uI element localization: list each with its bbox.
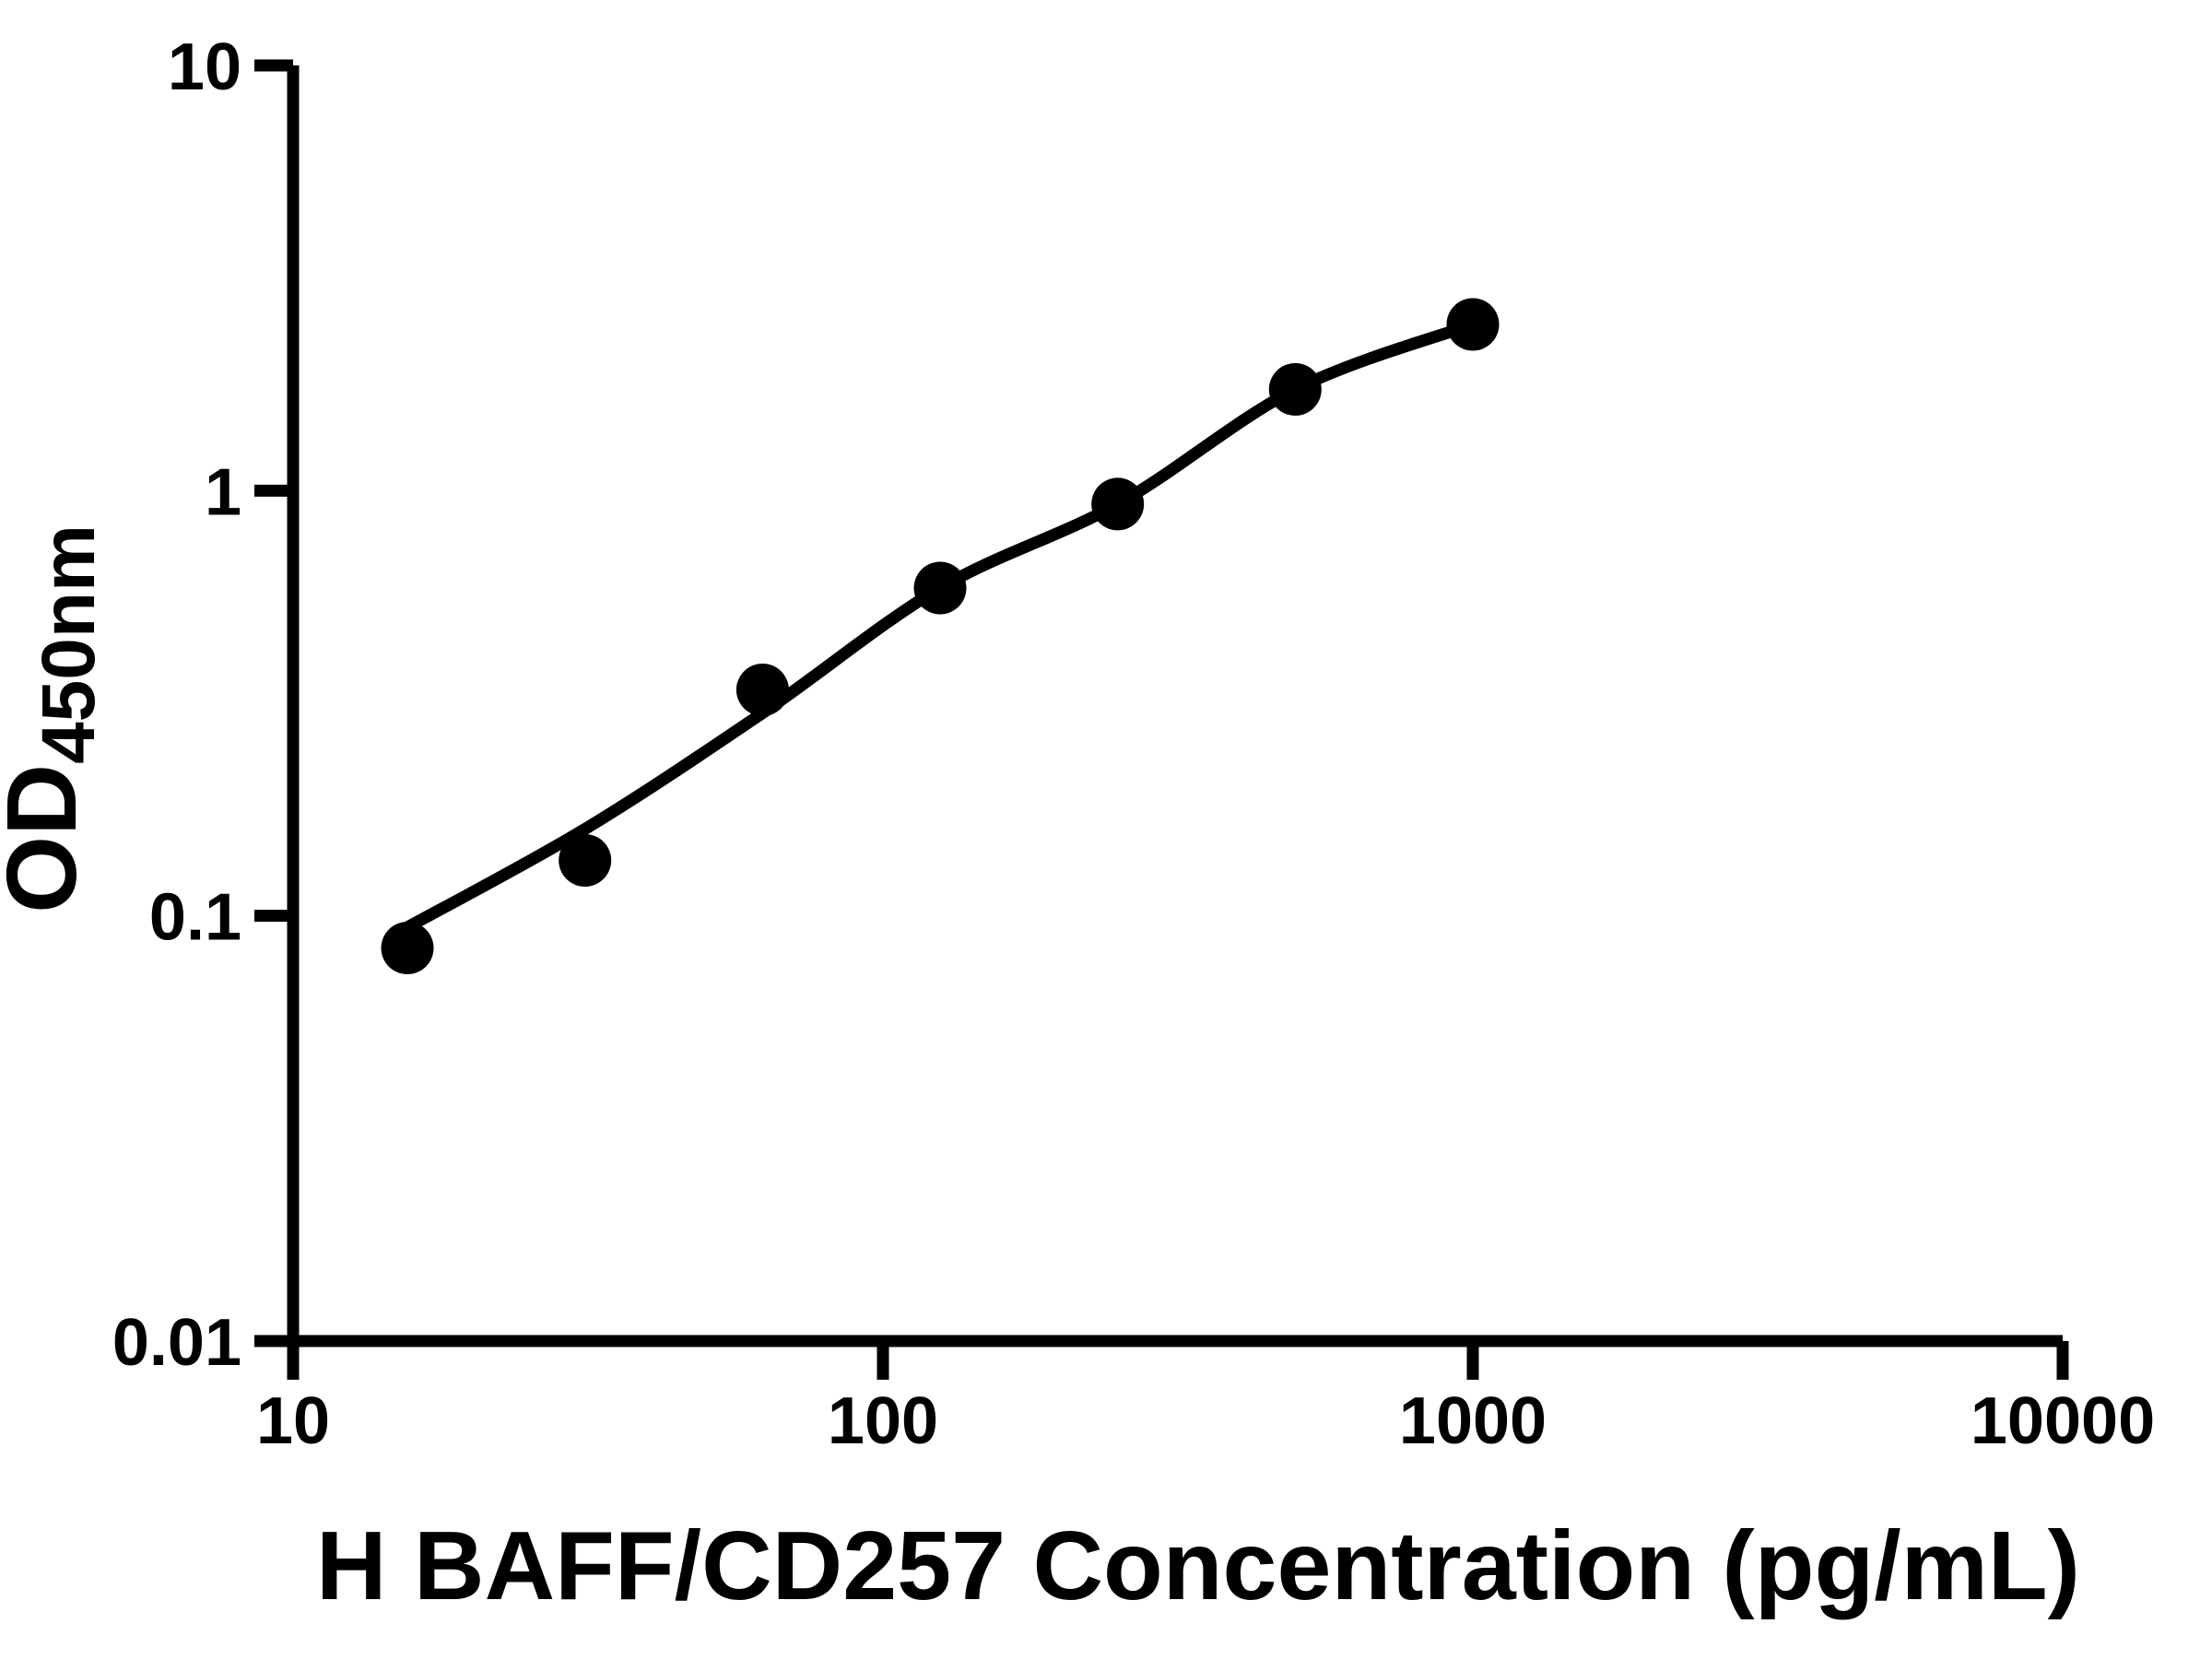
x-tick-label: 10 (256, 1384, 330, 1458)
y-axis-title: OD450nm (0, 524, 111, 913)
series-layer (381, 298, 1500, 975)
x-axis-title: H BAFF/CD257 Concentration (pg/mL) (316, 1512, 2080, 1620)
y-tick-label: 1 (205, 455, 241, 529)
y-tick-label: 10 (168, 30, 241, 104)
y-axis-title-main: OD (0, 764, 97, 913)
y-axis-title-subscript: 450nm (27, 524, 111, 764)
data-point (381, 922, 434, 975)
y-tick-label: 0.01 (112, 1306, 241, 1380)
fit-curve-line (401, 318, 1479, 934)
axis-spines (287, 65, 2063, 1347)
x-tick-label: 100 (828, 1384, 938, 1458)
data-point (1091, 477, 1145, 531)
data-point (1268, 363, 1322, 416)
data-point (913, 561, 967, 615)
data-point (1446, 298, 1500, 351)
y-tick-label: 0.1 (149, 881, 241, 955)
axes-layer (254, 59, 2069, 1380)
data-point (735, 664, 789, 716)
x-tick-label: 10000 (1971, 1384, 2155, 1458)
x-tick-label: 1000 (1399, 1384, 1547, 1458)
data-point (559, 834, 612, 887)
